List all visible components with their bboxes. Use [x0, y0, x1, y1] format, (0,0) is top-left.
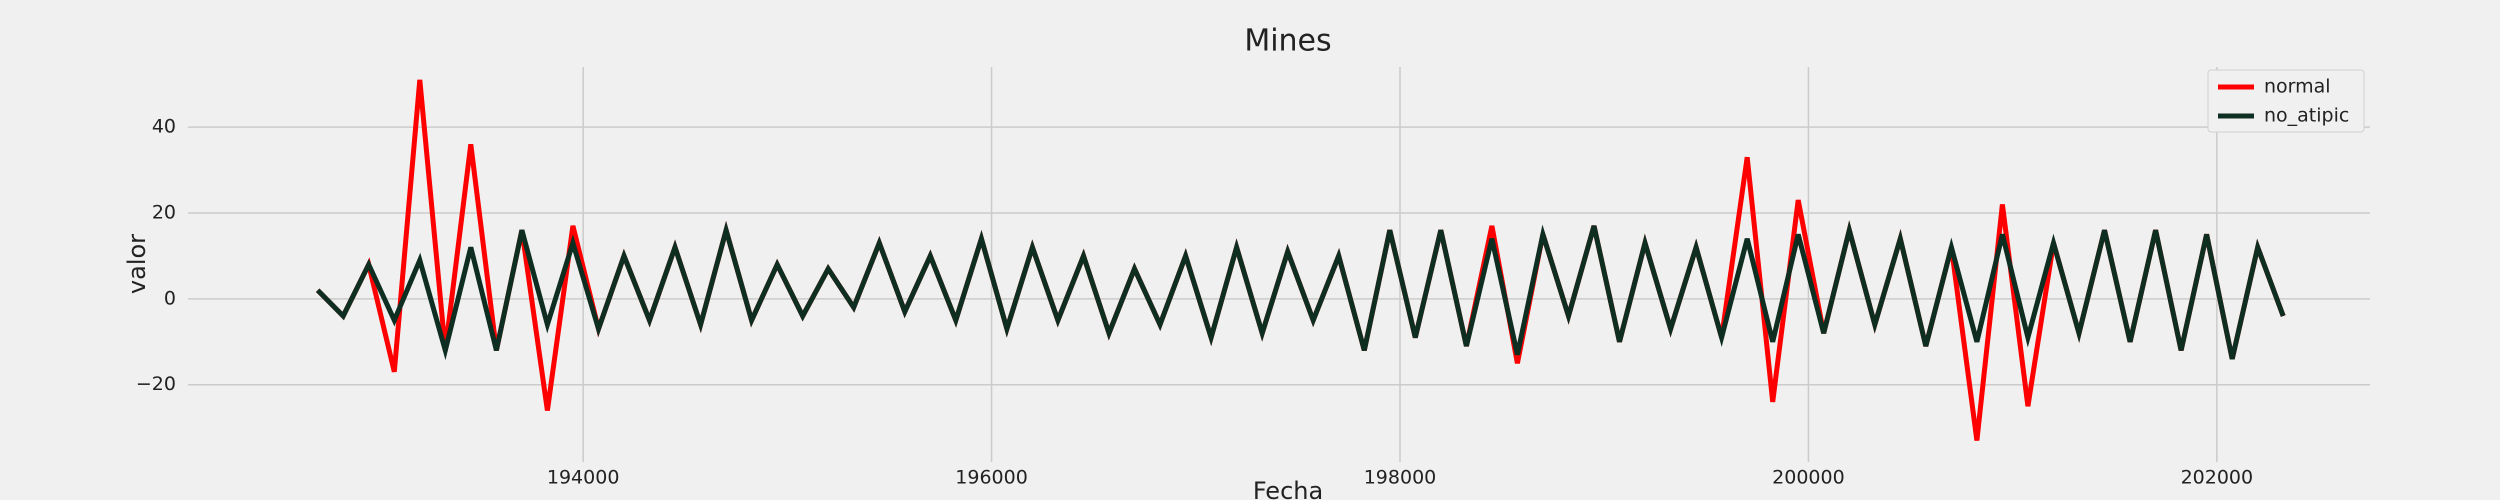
series-line	[315, 79, 2286, 441]
y-tick-label: 0	[164, 287, 176, 309]
x-axis-label: Fecha	[1253, 477, 1323, 500]
x-tick-label: 202000	[2181, 467, 2254, 489]
x-tick-label: 200000	[1772, 467, 1845, 489]
x-tick-label: 194000	[547, 467, 620, 489]
y-tick-label: 20	[152, 201, 176, 223]
y-tick-label: −20	[136, 373, 176, 395]
y-axis-label: valor	[123, 234, 151, 294]
legend-label: no_atipic	[2264, 105, 2349, 127]
series-line	[315, 220, 2286, 361]
legend: normal no_atipic	[2207, 69, 2365, 133]
x-tick-label: 196000	[955, 467, 1028, 489]
x-tick-label: 198000	[1364, 467, 1437, 489]
chart-title: Mines	[1244, 24, 1331, 59]
y-tick-label: 40	[152, 116, 176, 138]
legend-label: normal	[2264, 76, 2331, 98]
